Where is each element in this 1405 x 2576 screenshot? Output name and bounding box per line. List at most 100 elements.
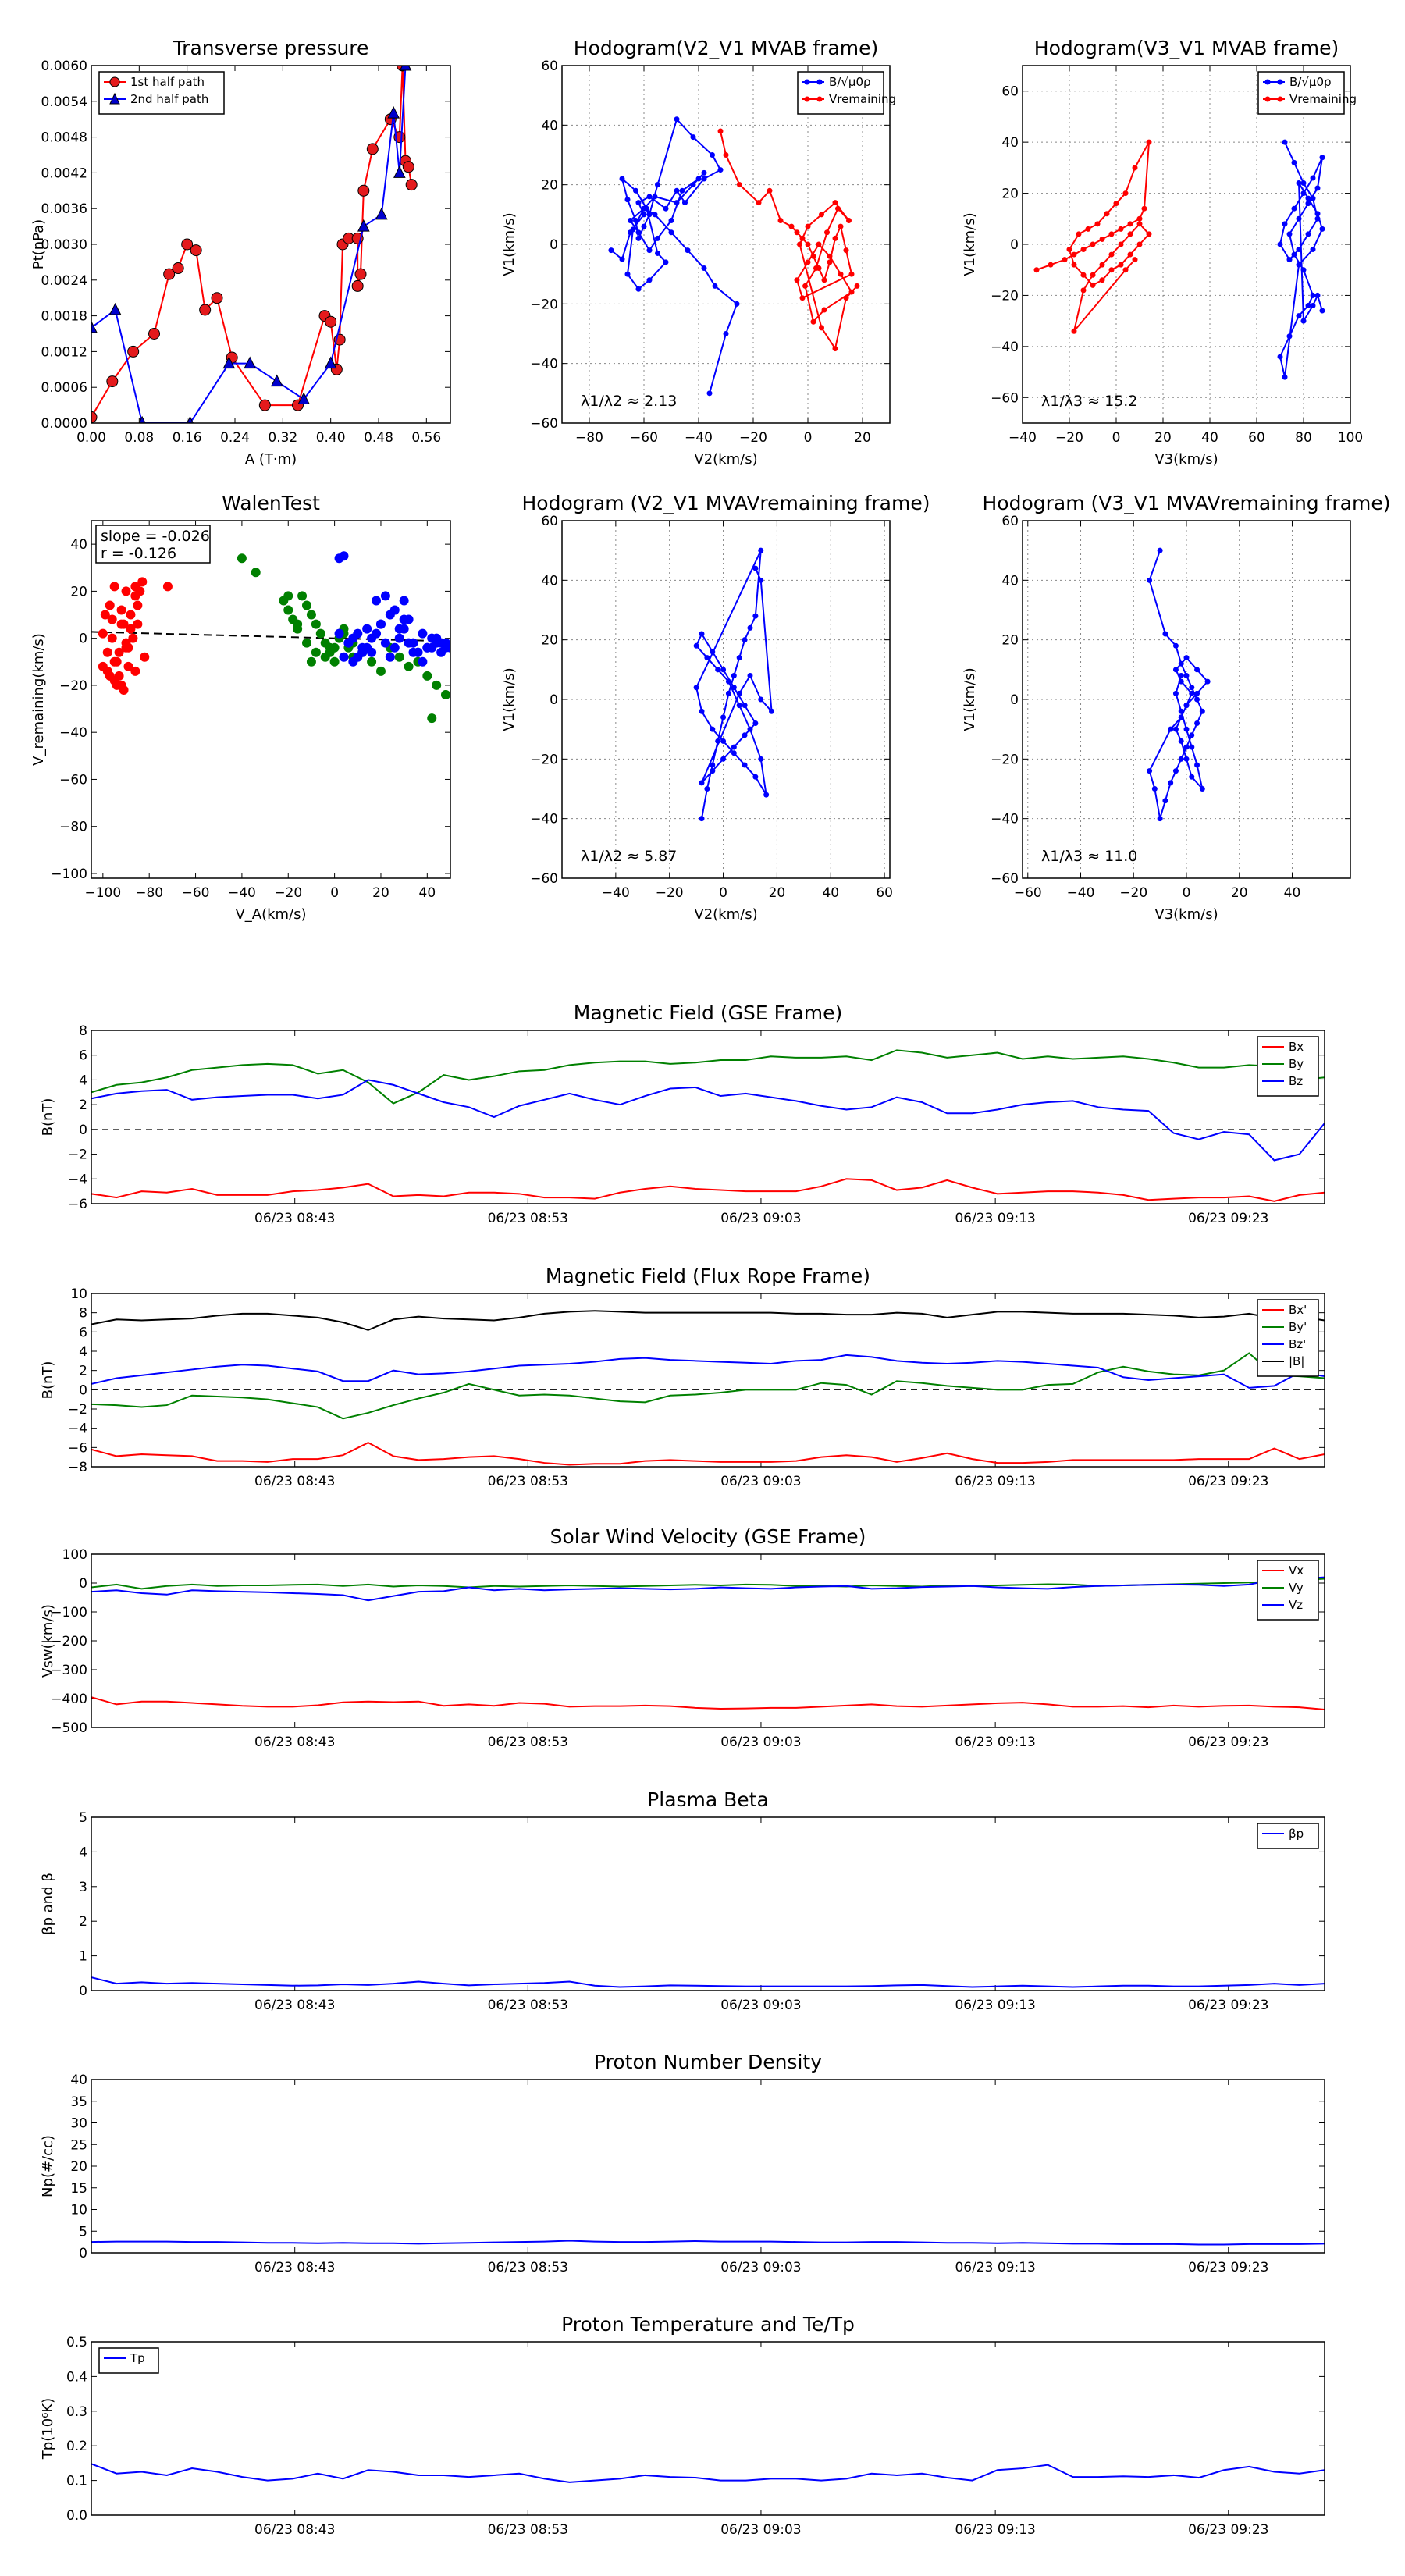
data-point (1199, 708, 1205, 714)
x-tick-label: 60 (876, 885, 893, 901)
y-tick-label: −100 (51, 1605, 87, 1621)
y-axis-label: V1(km/s) (962, 212, 978, 276)
y-tick-label: 0.0054 (41, 94, 87, 110)
data-point (725, 678, 731, 685)
data-point (1157, 547, 1163, 553)
data-point (181, 238, 194, 251)
legend: 1st half path 2nd half path (98, 71, 225, 115)
y-tick-label: 0.0000 (41, 416, 87, 432)
data-point (354, 268, 367, 280)
data-point (819, 325, 824, 331)
legend-frame (797, 71, 884, 115)
data-point (752, 720, 759, 727)
x-tick-label: −60 (182, 885, 210, 901)
x-tick-label: −20 (1119, 885, 1147, 901)
x-tick-label: 20 (854, 430, 871, 446)
data-point (652, 212, 658, 218)
legend: Bx By Bz (1257, 1036, 1319, 1097)
y-axis-label: V1(km/s) (501, 667, 518, 731)
y-tick-label: −60 (991, 871, 1019, 887)
legend-label: B/√μ0ρ (829, 75, 871, 89)
legend: B/√μ0ρ Vremaining (797, 71, 896, 115)
x-tick-label: 40 (419, 885, 436, 901)
data-point (710, 762, 716, 768)
data-point (720, 714, 727, 720)
data-point (854, 283, 860, 289)
x-tick-label: 20 (1154, 430, 1172, 446)
y-tick-label: 5 (79, 1810, 87, 1826)
y-tick-label: 0.0048 (41, 130, 87, 146)
x-tick-label: 06/23 09:13 (955, 1998, 1035, 2013)
y-tick-label: 0 (1010, 237, 1019, 253)
data-point (720, 667, 727, 673)
data-point (635, 200, 642, 206)
series-line (1036, 141, 1151, 332)
axes-frame (91, 1030, 1325, 1204)
data-point (1277, 241, 1283, 247)
data-point (1080, 287, 1087, 294)
data-point (731, 750, 737, 756)
data-point (805, 259, 811, 265)
scatter-point (311, 619, 321, 629)
data-point (668, 229, 674, 236)
data-point (756, 200, 762, 206)
x-tick-label: 06/23 08:43 (254, 1211, 335, 1226)
y-tick-label: −60 (59, 772, 87, 788)
data-point (628, 217, 633, 223)
scatter-point (343, 638, 354, 648)
x-tick-label: 06/23 08:53 (488, 1735, 568, 1750)
x-tick-label: 06/23 09:13 (955, 1735, 1035, 1750)
data-point (1094, 221, 1101, 227)
data-point (1172, 690, 1179, 696)
data-point (742, 762, 748, 768)
y-tick-label: −60 (530, 871, 558, 887)
y-tick-label: −40 (530, 812, 558, 827)
data-point (794, 229, 800, 236)
x-tick-label: 0.56 (411, 430, 441, 446)
axes-frame (561, 520, 891, 879)
data-point (1300, 190, 1307, 197)
data-point (737, 182, 742, 188)
data-point (646, 194, 653, 200)
x-tick-label: 06/23 09:03 (720, 2260, 801, 2275)
chart-hodogram-v3-v1-mvav: Hodogram (V3_V1 MVAVremaining frame)−60−… (962, 492, 1391, 923)
x-tick-label: 0.40 (316, 430, 346, 446)
plot-area (91, 2463, 1325, 2483)
x-axis-label: V2(km/s) (694, 451, 757, 468)
data-point (1146, 139, 1152, 145)
data-point (848, 271, 855, 277)
scatter-point (418, 628, 428, 639)
y-tick-label: −300 (51, 1663, 87, 1678)
data-point (1118, 241, 1124, 247)
data-point (736, 703, 742, 709)
y-axis-label: Tp(10⁶K) (40, 2398, 56, 2460)
data-point (655, 182, 660, 188)
data-point (375, 207, 388, 220)
scatter-point (302, 600, 311, 610)
data-point (1194, 762, 1200, 768)
x-tick-label: −60 (1014, 885, 1042, 901)
data-point (832, 235, 838, 241)
y-tick-label: −200 (51, 1634, 87, 1649)
axes-frame (91, 520, 451, 879)
data-point (758, 547, 764, 553)
data-point (1132, 165, 1138, 171)
data-point (402, 161, 414, 173)
scatter-point (105, 600, 115, 610)
data-point (720, 756, 727, 762)
data-point (717, 167, 724, 173)
data-point (758, 577, 764, 583)
data-point (624, 271, 631, 277)
y-tick-label: 20 (1001, 187, 1019, 202)
data-point (405, 179, 418, 191)
scatter-point (306, 610, 316, 620)
scatter-point (293, 619, 303, 629)
data-point (710, 768, 716, 774)
chart-magnetic-field-gse: Magnetic Field (GSE Frame) −6 −4 −2 0 2 4 6 8 06/… (40, 1002, 1325, 1226)
x-tick-label: 20 (769, 885, 786, 901)
data-point (1178, 714, 1184, 720)
y-tick-label: 4 (79, 1845, 87, 1860)
x-tick-label: −40 (1067, 885, 1095, 901)
data-point (752, 565, 759, 571)
